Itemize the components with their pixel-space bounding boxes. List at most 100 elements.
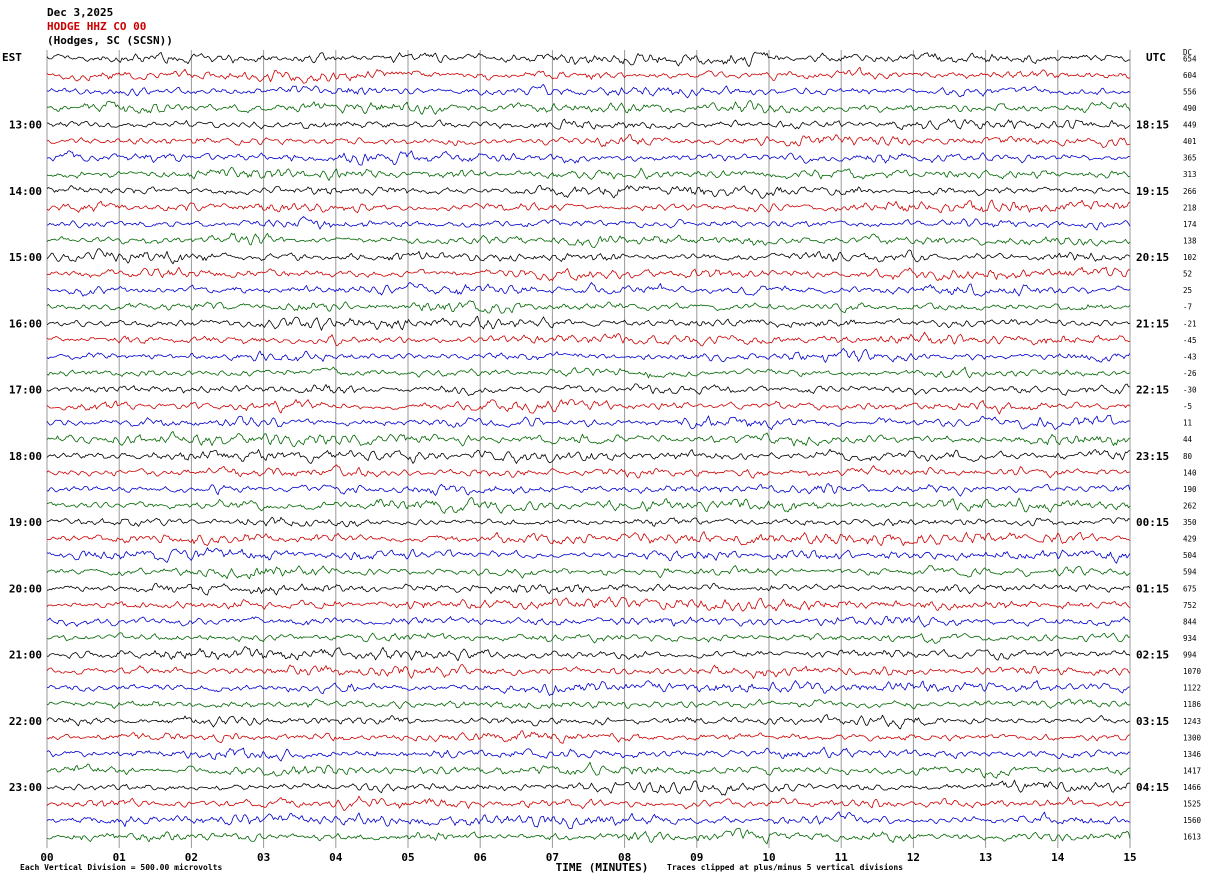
x-axis-title: TIME (MINUTES) xyxy=(556,861,649,874)
seismogram-traces xyxy=(46,51,1131,845)
left-time-label: 22:00 xyxy=(9,715,42,728)
trace-row-28 xyxy=(46,516,1131,528)
left-time-label: 20:00 xyxy=(9,582,42,595)
trace-row-2 xyxy=(46,84,1131,99)
trace-row-16 xyxy=(46,315,1131,331)
dc-value: -43 xyxy=(1183,352,1197,361)
minute-tick-label: 02 xyxy=(185,851,198,864)
dc-value: 654 xyxy=(1183,54,1197,63)
minute-gridlines xyxy=(46,50,1131,848)
trace-row-40 xyxy=(46,714,1131,730)
trace-row-27 xyxy=(46,497,1131,514)
trace-row-18 xyxy=(46,348,1131,363)
trace-row-33 xyxy=(46,596,1131,612)
trace-row-26 xyxy=(46,483,1131,497)
dc-value: -30 xyxy=(1183,386,1197,395)
trace-row-3 xyxy=(46,100,1131,115)
dc-value: -21 xyxy=(1183,319,1197,328)
trace-row-14 xyxy=(46,282,1131,297)
dc-value: 266 xyxy=(1183,187,1197,196)
right-time-label: 01:15 xyxy=(1136,582,1169,595)
right-time-label: 22:15 xyxy=(1136,384,1169,397)
minute-tick-label: 09 xyxy=(690,851,703,864)
trace-row-21 xyxy=(46,399,1131,415)
trace-row-13 xyxy=(46,266,1131,281)
trace-row-39 xyxy=(46,698,1131,710)
trace-row-1 xyxy=(46,66,1131,84)
trace-row-37 xyxy=(46,664,1131,679)
right-time-label: 03:15 xyxy=(1136,715,1169,728)
dc-value: 594 xyxy=(1183,568,1197,577)
trace-row-43 xyxy=(46,761,1130,779)
left-time-label: 13:00 xyxy=(9,119,42,132)
right-time-label: 23:15 xyxy=(1136,450,1169,463)
trace-row-11 xyxy=(46,232,1131,248)
dc-value: -7 xyxy=(1183,303,1192,312)
trace-row-36 xyxy=(46,646,1131,662)
minute-tick-label: 15 xyxy=(1123,851,1136,864)
right-time-label: 02:15 xyxy=(1136,649,1169,662)
dc-value: 1122 xyxy=(1183,684,1201,693)
dc-value: 1243 xyxy=(1183,717,1201,726)
trace-row-15 xyxy=(46,300,1131,314)
dc-value: 1466 xyxy=(1183,783,1202,792)
dc-value: 604 xyxy=(1183,71,1197,80)
minute-tick-label: 00 xyxy=(40,851,53,864)
dc-value: 752 xyxy=(1183,601,1197,610)
dc-value: 1417 xyxy=(1183,766,1201,775)
header-location: (Hodges, SC (SCSN)) xyxy=(47,34,173,47)
left-time-label: 23:00 xyxy=(9,781,42,794)
trace-row-7 xyxy=(46,166,1131,181)
dc-value: 934 xyxy=(1183,634,1197,643)
right-time-label: 18:15 xyxy=(1136,119,1169,132)
dc-offset-values: 654 604 556 490 449 401 365 313 266 218 174 138 102 5… xyxy=(1183,54,1202,841)
dc-value: 449 xyxy=(1183,121,1197,130)
clip-note: Traces clipped at plus/minus 5 vertical … xyxy=(667,862,903,872)
trace-row-46 xyxy=(46,811,1131,829)
minute-tick-label: 12 xyxy=(907,851,920,864)
trace-row-22 xyxy=(46,414,1131,431)
dc-value: 25 xyxy=(1183,286,1192,295)
trace-row-20 xyxy=(46,383,1131,396)
dc-value: 174 xyxy=(1183,220,1197,229)
dc-value: 1346 xyxy=(1183,750,1202,759)
dc-value: 504 xyxy=(1183,551,1197,560)
trace-row-24 xyxy=(46,448,1131,464)
minute-tick-label: 14 xyxy=(1051,851,1065,864)
dc-value: 262 xyxy=(1183,501,1197,510)
right-time-label: 19:15 xyxy=(1136,185,1169,198)
dc-value: 1070 xyxy=(1183,667,1202,676)
left-time-label: 17:00 xyxy=(9,384,42,397)
dc-value: 1525 xyxy=(1183,800,1201,809)
trace-row-9 xyxy=(46,199,1131,214)
dc-value: -26 xyxy=(1183,369,1197,378)
trace-row-34 xyxy=(46,615,1131,628)
dc-value: 1186 xyxy=(1183,700,1202,709)
dc-value: 190 xyxy=(1183,485,1197,494)
left-time-label: 18:00 xyxy=(9,450,42,463)
dc-value: 102 xyxy=(1183,253,1197,262)
left-time-label: 14:00 xyxy=(9,185,42,198)
trace-row-35 xyxy=(46,632,1131,644)
dc-column-header: DC xyxy=(1183,48,1192,57)
left-time-label: 16:00 xyxy=(9,317,42,330)
minute-tick-label: 07 xyxy=(546,851,559,864)
dc-value: 140 xyxy=(1183,468,1197,477)
dc-value: 44 xyxy=(1183,435,1193,444)
dc-value: 844 xyxy=(1183,617,1197,626)
dc-value: 313 xyxy=(1183,170,1197,179)
trace-row-5 xyxy=(46,134,1130,148)
trace-row-47 xyxy=(46,828,1131,845)
dc-value: 11 xyxy=(1183,419,1192,428)
header-date: Dec 3,2025 xyxy=(47,6,113,19)
dc-value: 218 xyxy=(1183,203,1197,212)
left-time-label: 19:00 xyxy=(9,516,42,529)
trace-row-29 xyxy=(47,531,1131,546)
dc-value: 365 xyxy=(1183,154,1197,163)
left-axis-title: EST xyxy=(2,51,22,64)
trace-row-38 xyxy=(46,680,1131,696)
trace-row-44 xyxy=(46,779,1131,796)
scale-note: Each Vertical Division = 500.00 microvol… xyxy=(20,862,222,872)
